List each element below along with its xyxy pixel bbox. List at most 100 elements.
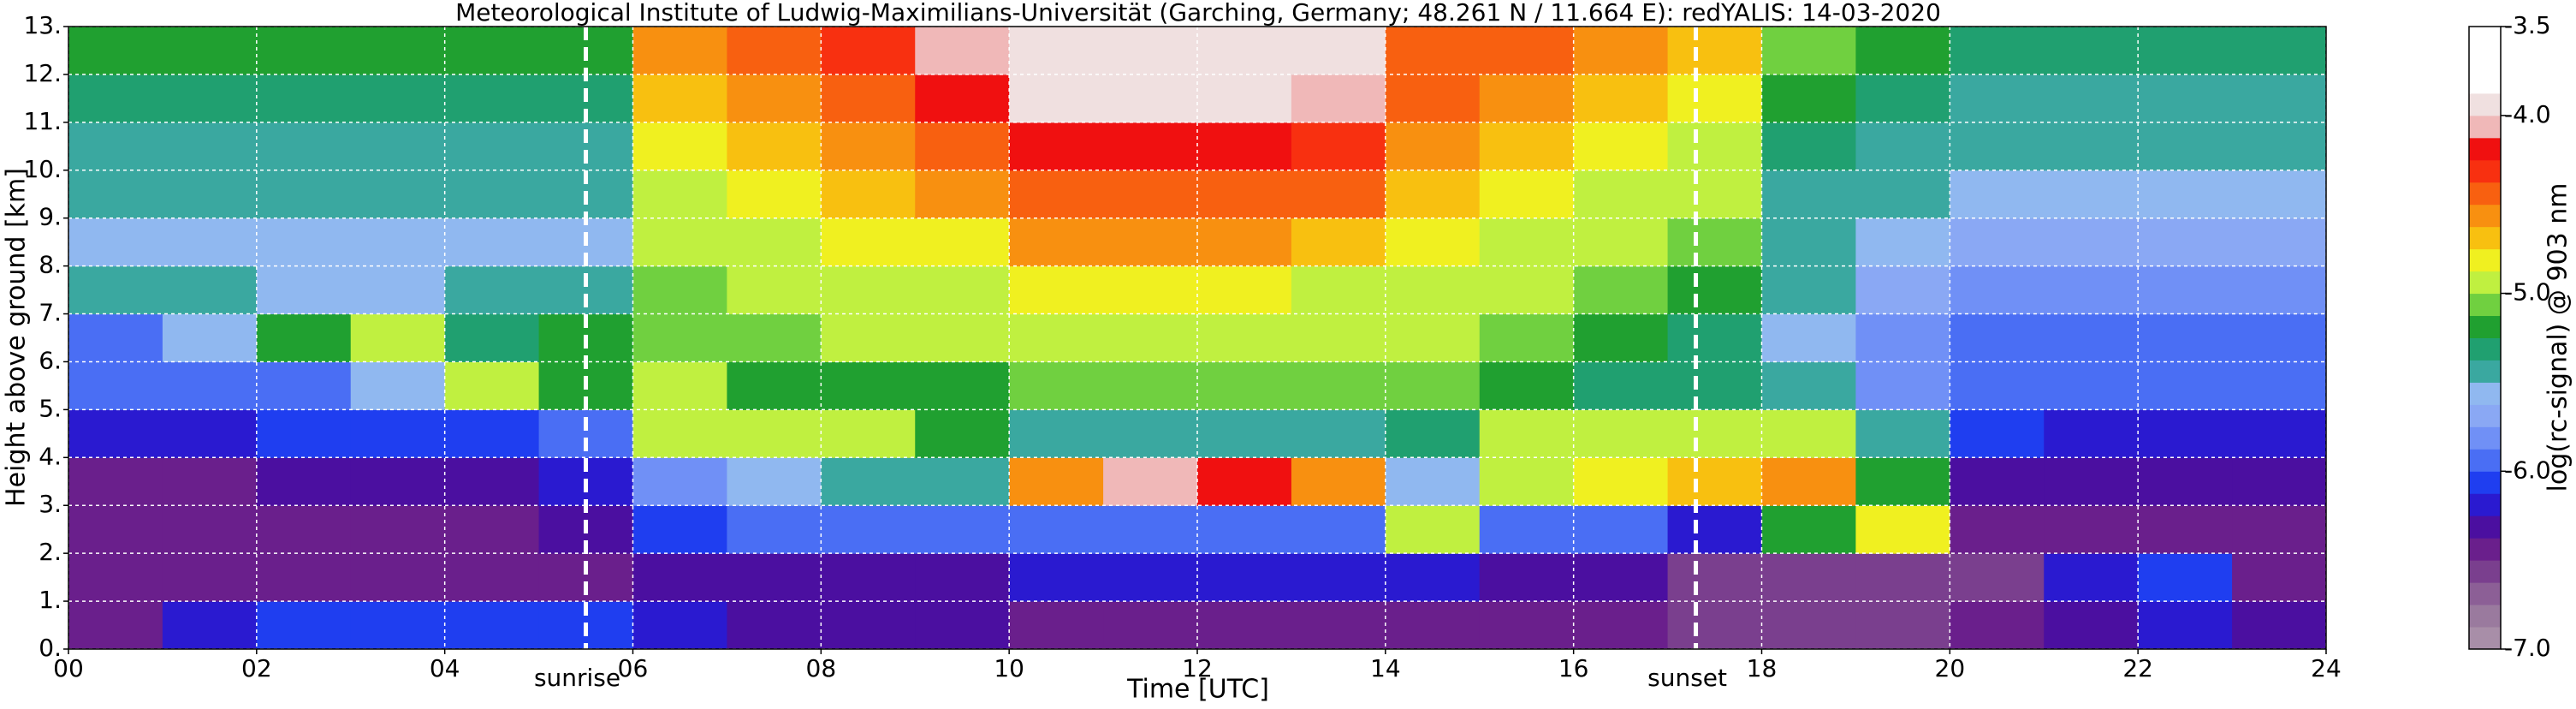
heatmap-cell	[1479, 122, 1575, 171]
heatmap-cell	[1573, 409, 1669, 458]
heatmap-cell	[2138, 217, 2233, 267]
heatmap-cell	[256, 601, 352, 650]
heatmap-cell	[1103, 217, 1198, 267]
heatmap-cell	[1667, 265, 1762, 315]
heatmap-cell	[1385, 553, 1481, 602]
colorbar-segment	[2469, 538, 2501, 561]
colorbar-segment	[2469, 48, 2501, 72]
heatmap-cell	[1950, 409, 2045, 458]
heatmap-cell	[162, 313, 258, 362]
heatmap-cell	[1291, 361, 1386, 410]
heatmap-cell	[2044, 505, 2139, 554]
heatmap-cell	[821, 74, 916, 123]
y-tick-label: 4.	[39, 442, 62, 470]
heatmap-cell	[1103, 122, 1198, 171]
heatmap-cell	[915, 217, 1010, 267]
heatmap-cell	[1103, 74, 1198, 123]
heatmap-cell	[1479, 217, 1575, 267]
heatmap-cell	[1573, 122, 1669, 171]
colorbar-segment	[2469, 605, 2501, 628]
heatmap-cell	[1291, 505, 1386, 554]
heatmap-cell	[68, 27, 163, 75]
heatmap-cell	[444, 553, 540, 602]
heatmap-cell	[821, 122, 916, 171]
heatmap-cell	[2044, 217, 2139, 267]
heatmap-cell	[162, 265, 258, 315]
y-tick-label: 1.	[39, 586, 62, 614]
y-tick-label: 10.	[23, 155, 62, 183]
heatmap-cell	[2044, 409, 2139, 458]
plot-frame	[68, 26, 2327, 650]
y-tick-label: 5.	[39, 394, 62, 422]
colorbar-frame	[2468, 26, 2502, 650]
heatmap-cell	[1103, 505, 1198, 554]
heatmap-cell	[350, 409, 446, 458]
heatmap-cell	[2044, 27, 2139, 75]
heatmap-cell	[2138, 601, 2233, 650]
colorbar-label: log(rc-signal) @ 903 nm	[2543, 183, 2573, 492]
heatmap-cell	[1667, 601, 1762, 650]
heatmap-cell	[1573, 601, 1669, 650]
heatmap-cell	[1761, 409, 1856, 458]
heatmap-cell	[821, 553, 916, 602]
heatmap-cell	[68, 601, 163, 650]
heatmap-cell	[162, 361, 258, 410]
colorbar-segment	[2469, 248, 2501, 272]
y-tick-label: 9.	[39, 203, 62, 231]
heatmap-cell	[1009, 27, 1104, 75]
heatmap-cell	[162, 601, 258, 650]
heatmap-cell	[1855, 601, 1950, 650]
heatmap-cell	[1855, 74, 1950, 123]
heatmap-cell	[2232, 170, 2327, 219]
heatmap-cell	[2138, 265, 2233, 315]
heatmap-cell	[2232, 313, 2327, 362]
heatmap-cell	[1103, 27, 1198, 75]
heatmap-cell	[444, 217, 540, 267]
heatmap-cell	[1009, 122, 1104, 171]
heatmap-cell	[1573, 74, 1669, 123]
colorbar-segment	[2469, 70, 2501, 94]
colorbar-segment	[2469, 159, 2501, 183]
colorbar-tick-label: -5.0	[2504, 278, 2551, 307]
heatmap-cell	[2138, 313, 2233, 362]
heatmap-cell	[2138, 122, 2233, 171]
heatmap-cell	[1667, 122, 1762, 171]
heatmap-cell	[1573, 170, 1669, 219]
heatmap-cell	[1197, 457, 1292, 506]
heatmap-cell	[821, 505, 916, 554]
x-tick-label: 12	[1182, 654, 1213, 682]
heatmap-cell	[1009, 74, 1104, 123]
colorbar-segment	[2469, 515, 2501, 539]
heatmap-cell	[1291, 27, 1386, 75]
heatmap-cell	[915, 553, 1010, 602]
heatmap-cell	[1009, 457, 1104, 506]
heatmap-cell	[1291, 170, 1386, 219]
heatmap-cell	[350, 505, 446, 554]
heatmap-cell	[1385, 170, 1481, 219]
heatmap-cell	[256, 505, 352, 554]
heatmap-cell	[162, 122, 258, 171]
heatmap-cell	[256, 122, 352, 171]
colorbar-segment	[2469, 226, 2501, 250]
heatmap-cell	[2044, 170, 2139, 219]
heatmap-cell	[1197, 170, 1292, 219]
heatmap-cell	[1761, 170, 1856, 219]
heatmap-cell	[1855, 553, 1950, 602]
heatmap-cell	[1197, 217, 1292, 267]
heatmap-cell	[162, 74, 258, 123]
x-tick-label: 18	[1747, 654, 1778, 682]
heatmap-cell	[256, 361, 352, 410]
heatmap-cell	[2138, 553, 2233, 602]
colorbar-segment	[2469, 471, 2501, 494]
heatmap-cell	[256, 217, 352, 267]
heatmap-cell	[1291, 313, 1386, 362]
heatmap-cell	[1573, 27, 1669, 75]
x-tick-label: 06	[618, 654, 649, 682]
heatmap-cell	[1479, 553, 1575, 602]
heatmap-cell	[444, 505, 540, 554]
heatmap-cell	[350, 74, 446, 123]
heatmap-cell	[1761, 27, 1856, 75]
heatmap-cell	[1950, 27, 2045, 75]
heatmap-cell	[821, 601, 916, 650]
heatmap-cell	[1479, 74, 1575, 123]
